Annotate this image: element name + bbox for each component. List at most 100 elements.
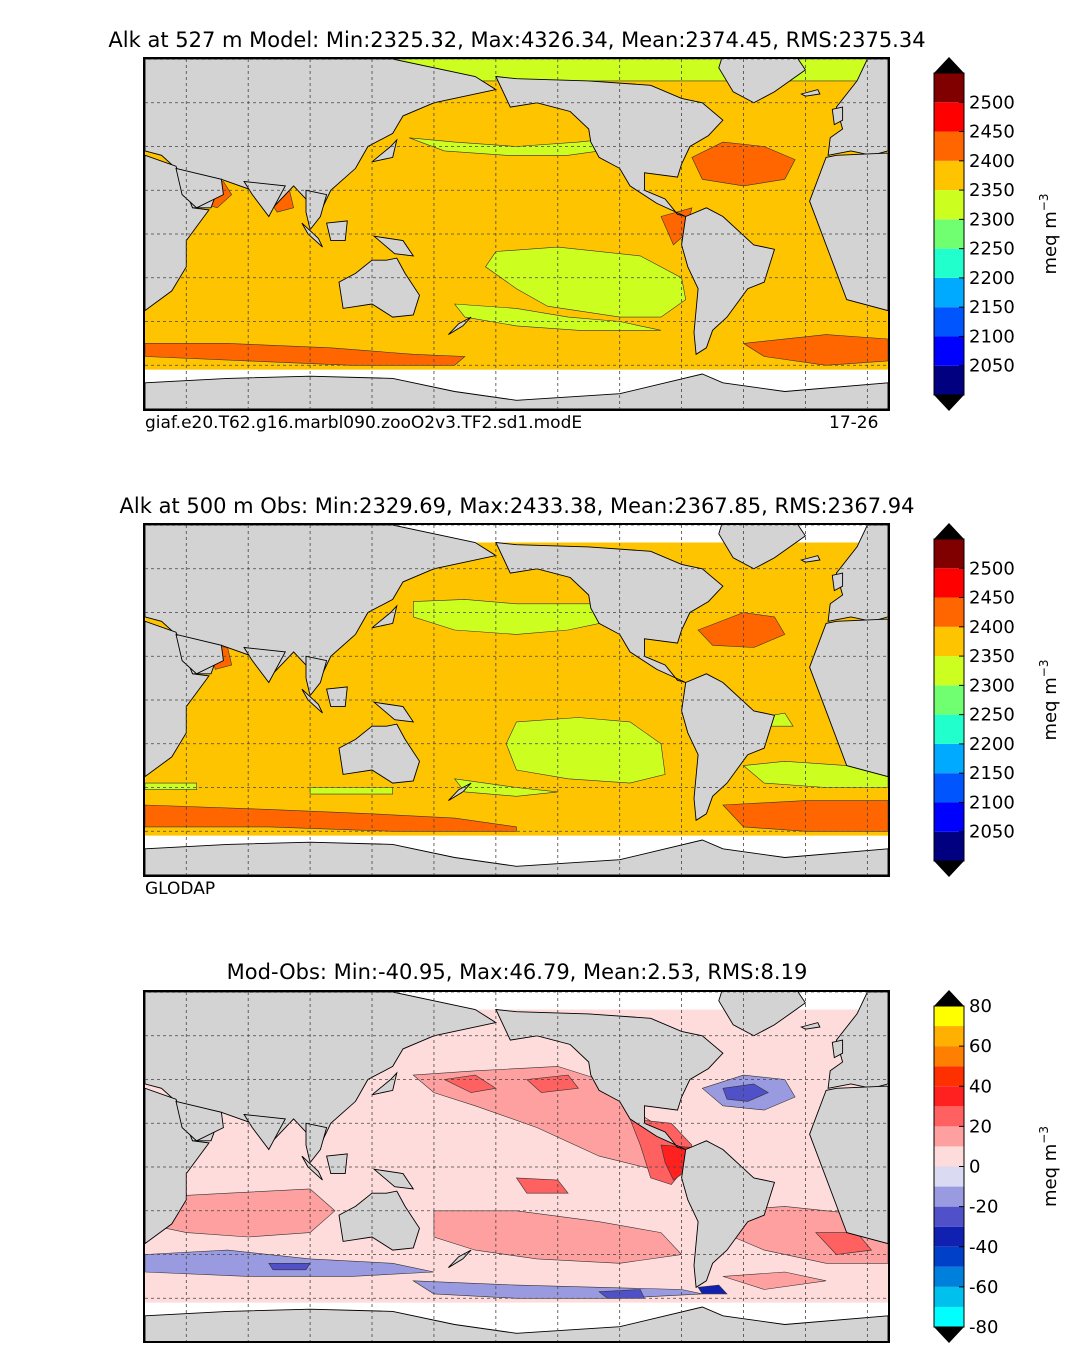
- colorbar-tick-label: 2400: [969, 617, 1015, 638]
- land-mass: [326, 1153, 348, 1175]
- land-mass: [145, 1306, 888, 1341]
- panel-model-date-range: 17-26: [829, 413, 879, 433]
- colorbar-tick-label: -20: [969, 1197, 998, 1218]
- land-mass: [831, 1039, 844, 1059]
- colorbar-tick-label: -80: [969, 1317, 998, 1338]
- land-mass: [371, 604, 398, 629]
- land-mass: [326, 220, 348, 242]
- colorbar-tick-label: 2050: [969, 356, 1015, 377]
- colorbar-tick-label: 2300: [969, 209, 1015, 230]
- land-mass: [827, 59, 888, 156]
- land-mass: [338, 1190, 420, 1251]
- land-mass: [338, 257, 420, 318]
- colorbar-swatch: [934, 1126, 964, 1147]
- colorbar-swatch: [934, 1066, 964, 1087]
- panel-obs-map: [143, 523, 890, 877]
- colorbar-swatch: [934, 248, 964, 278]
- colorbar-swatch: [934, 1266, 964, 1287]
- land-mass: [305, 1122, 328, 1164]
- land-mass: [305, 655, 328, 697]
- contour-region: [742, 334, 888, 366]
- land-mass: [338, 723, 420, 784]
- panel-model-colorbar: 2050 2100 2150 2200 2250 2300 2350 2400 2450 2500…: [933, 57, 1074, 411]
- colorbar-tick-label: 2050: [969, 822, 1015, 843]
- contour-region: [145, 804, 517, 832]
- colorbar-unit-label: meq m−3: [1037, 194, 1061, 275]
- colorbar-swatch: [934, 656, 964, 686]
- land-mass: [718, 525, 807, 570]
- colorbar-tick-label: 2100: [969, 792, 1015, 813]
- colorbar-unit-label: meq m−3: [1037, 1126, 1061, 1207]
- colorbar-swatch: [934, 365, 964, 395]
- colorbar-extend-min: [934, 861, 964, 877]
- panel-model-case-label: giaf.e20.T62.g16.marbl090.zooO2v3.TF2.sd…: [145, 413, 583, 433]
- colorbar-swatch: [934, 190, 964, 220]
- colorbar-swatch: [934, 307, 964, 337]
- land-mass: [809, 152, 888, 312]
- colorbar-tick-label: 2450: [969, 122, 1015, 143]
- land-mass: [326, 686, 348, 708]
- contour-region: [722, 1083, 769, 1102]
- colorbar-extend-max: [934, 990, 964, 1006]
- colorbar-tick-label: 20: [969, 1116, 992, 1137]
- colorbar-swatch: [934, 539, 964, 569]
- contour-region: [815, 1232, 873, 1255]
- panel-diff-title: Mod-Obs: Min:-40.95, Max:46.79, Mean:2.5…: [226, 960, 808, 984]
- colorbar-tick-label: 2200: [969, 268, 1015, 289]
- land-mass: [372, 235, 415, 257]
- colorbar-swatch: [934, 1186, 964, 1207]
- panel-obs-source-label: GLODAP: [145, 879, 216, 899]
- panel-obs-colorbar: 2050 2100 2150 2200 2250 2300 2350 2400 2450 2500…: [933, 523, 1074, 877]
- colorbar-swatch: [934, 1146, 964, 1167]
- colorbar-swatch: [934, 219, 964, 249]
- colorbar-swatch: [934, 1046, 964, 1067]
- contour-region: [697, 1284, 728, 1295]
- contour-region: [505, 717, 666, 784]
- colorbar-swatch: [934, 831, 964, 861]
- panel-obs-title: Alk at 500 m Obs: Min:2329.69, Max:2433.…: [119, 494, 915, 518]
- contour-region: [485, 246, 687, 318]
- contour-region: [145, 343, 466, 366]
- panel-diff-map: [143, 990, 890, 1343]
- colorbar-tick-label: 40: [969, 1076, 992, 1097]
- colorbar-tick-label: 2500: [969, 558, 1015, 579]
- colorbar-extend-min: [934, 395, 964, 411]
- colorbar-swatch: [934, 336, 964, 366]
- colorbar-unit-label: meq m−3: [1037, 660, 1061, 741]
- land-mass: [145, 839, 888, 875]
- contour-region: [722, 1271, 827, 1290]
- colorbar-tick-label: 2250: [969, 705, 1015, 726]
- land-mass: [800, 89, 821, 97]
- colorbar-swatch: [934, 1086, 964, 1107]
- colorbar-tick-label: 60: [969, 1036, 992, 1057]
- colorbar-tick-label: -40: [969, 1237, 998, 1258]
- land-mass: [831, 106, 844, 126]
- colorbar-tick-label: 2150: [969, 763, 1015, 784]
- colorbar-swatch: [934, 773, 964, 803]
- colorbar-swatch: [934, 1106, 964, 1127]
- land-mass: [809, 618, 888, 778]
- panel-model-map: [143, 57, 890, 411]
- land-mass: [827, 525, 888, 622]
- land-mass: [371, 138, 398, 163]
- land-mass: [809, 1085, 888, 1245]
- colorbar-swatch: [934, 626, 964, 657]
- colorbar-swatch: [934, 1306, 964, 1327]
- colorbar-tick-label: 80: [969, 996, 992, 1017]
- colorbar-swatch: [934, 743, 964, 774]
- land-mass: [718, 59, 807, 104]
- panel-model-title: Alk at 527 m Model: Min:2325.32, Max:432…: [108, 28, 926, 52]
- panel-diff-colorbar: -80 -60 -40 -20 0 20 40 60 80 meq m−3: [933, 990, 1074, 1343]
- land-mass: [800, 555, 821, 563]
- colorbar-tick-label: 2450: [969, 588, 1015, 609]
- colorbar-tick-label: 2150: [969, 297, 1015, 318]
- colorbar-tick-label: 2400: [969, 151, 1015, 172]
- colorbar-extend-max: [934, 523, 964, 539]
- land-mass: [301, 222, 323, 248]
- colorbar-frame: [933, 538, 965, 862]
- land-mass: [301, 1155, 323, 1181]
- colorbar-extend-max: [934, 57, 964, 73]
- contour-region: [515, 1177, 569, 1194]
- colorbar-swatch: [934, 597, 964, 627]
- colorbar-tick-label: 2200: [969, 734, 1015, 755]
